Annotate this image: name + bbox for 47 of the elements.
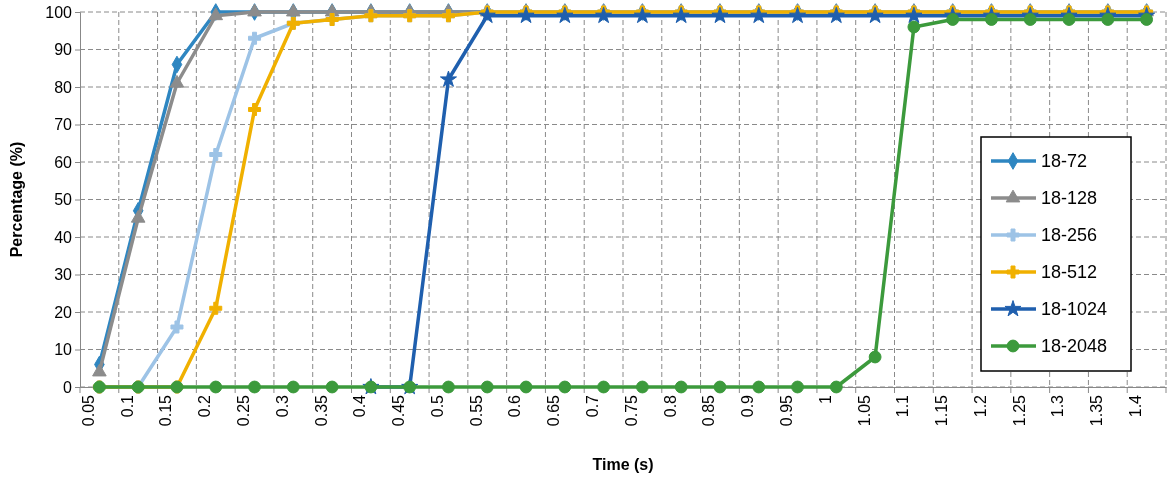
x-tick-label: 1.2 bbox=[971, 394, 989, 418]
x-tick-label: 0.1 bbox=[118, 394, 136, 418]
x-tick-label: 1.1 bbox=[894, 394, 912, 418]
x-tick-label: 1.4 bbox=[1127, 394, 1145, 418]
legend-label: 18-72 bbox=[1041, 151, 1088, 172]
x-tick-label: 0.25 bbox=[234, 394, 252, 427]
x-tick-label: 0.15 bbox=[157, 394, 175, 427]
x-tick-label: 1 bbox=[816, 394, 834, 404]
legend-label: 18-1024 bbox=[1041, 299, 1108, 320]
x-tick-label: 0.65 bbox=[545, 394, 563, 427]
y-tick-label: 30 bbox=[54, 266, 73, 284]
x-tick-label: 0.45 bbox=[390, 394, 408, 427]
x-tick-label: 1.35 bbox=[1088, 394, 1106, 427]
x-tick-label: 1.05 bbox=[855, 394, 873, 427]
x-tick-label: 0.05 bbox=[79, 394, 97, 427]
y-tick-label: 70 bbox=[54, 116, 73, 134]
x-tick-label: 0.6 bbox=[506, 394, 524, 418]
y-tick-label: 0 bbox=[63, 378, 73, 396]
x-tick-label: 0.4 bbox=[351, 394, 369, 418]
x-tick-label: 0.2 bbox=[196, 394, 214, 418]
x-tick-label: 0.85 bbox=[700, 394, 718, 427]
x-tick-label: 0.7 bbox=[584, 394, 602, 418]
x-axis-title: Time (s) bbox=[592, 456, 654, 473]
x-tick-label: 0.5 bbox=[428, 394, 446, 418]
x-tick-label: 0.3 bbox=[273, 394, 291, 418]
y-tick-label: 80 bbox=[54, 78, 73, 96]
x-tick-label: 0.35 bbox=[312, 394, 330, 427]
x-tick-label: 0.75 bbox=[622, 394, 640, 427]
legend-label: 18-128 bbox=[1041, 188, 1098, 209]
y-tick-label: 60 bbox=[54, 153, 73, 171]
x-tick-label: 1.3 bbox=[1049, 394, 1067, 418]
legend-label: 18-256 bbox=[1041, 225, 1098, 246]
y-tick-label: 90 bbox=[54, 41, 73, 59]
y-axis-title: Percentage (%) bbox=[8, 141, 25, 258]
y-tick-label: 40 bbox=[54, 228, 73, 246]
y-tick-label: 100 bbox=[45, 3, 73, 21]
x-tick-label: 0.8 bbox=[661, 394, 679, 418]
y-tick-label: 50 bbox=[54, 191, 73, 209]
x-tick-label: 0.9 bbox=[739, 394, 757, 418]
x-tick-label: 0.95 bbox=[777, 394, 795, 427]
x-tick-label: 1.25 bbox=[1010, 394, 1028, 427]
legend-label: 18-2048 bbox=[1041, 336, 1108, 357]
y-tick-label: 10 bbox=[54, 341, 73, 359]
x-tick-label: 1.15 bbox=[933, 394, 951, 427]
y-tick-label: 20 bbox=[54, 303, 73, 321]
legend-label: 18-512 bbox=[1041, 262, 1098, 283]
x-tick-label: 0.55 bbox=[467, 394, 485, 427]
